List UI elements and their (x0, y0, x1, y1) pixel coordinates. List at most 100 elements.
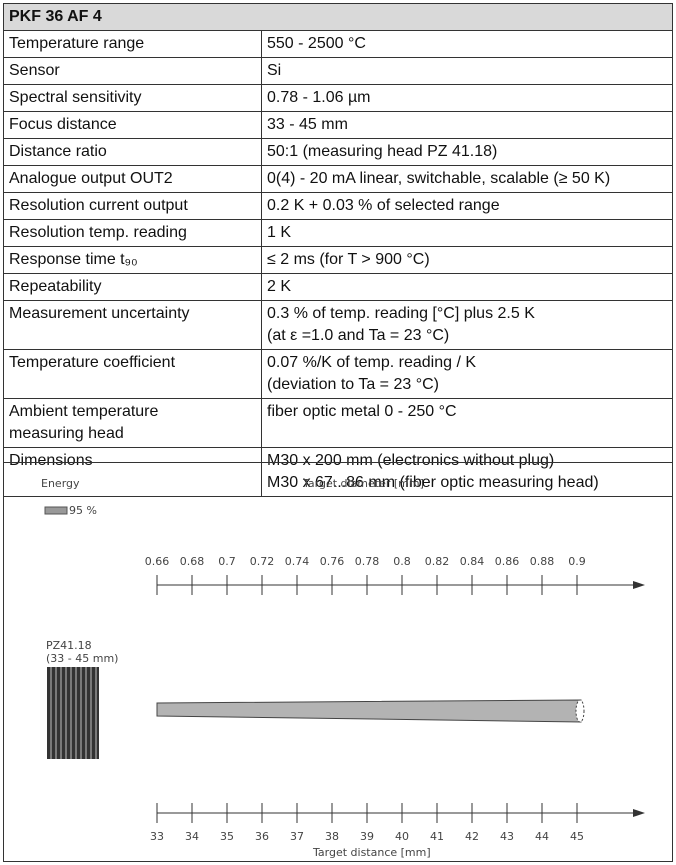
tick-label: 45 (570, 830, 584, 843)
tick-label: 0.9 (568, 555, 586, 568)
tick-label: 35 (220, 830, 234, 843)
spec-label: Distance ratio (3, 138, 262, 166)
head-name: PZ41.18 (46, 639, 92, 652)
spec-label: Sensor (3, 57, 262, 85)
tick-label: 0.8 (393, 555, 411, 568)
beam-diagram: Energy Target diameter [mm] 95 % PZ41.18… (3, 462, 673, 862)
spec-row: Distance ratio 50:1 (measuring head PZ 41… (3, 138, 673, 166)
cell-line: Repeatability (9, 278, 102, 295)
spec-row: Sensor Si (3, 57, 673, 85)
spec-row: Dimensions M30 x 200 mm (electronics with… (3, 447, 673, 497)
spec-row: Analogue output OUT2 0(4) - 20 mA linear,… (3, 165, 673, 193)
head-image (47, 667, 99, 759)
spec-label: Resolution temp. reading (3, 219, 262, 247)
cell-line: 0.07 %/K of temp. reading / K (267, 354, 477, 371)
cell-line: 33 - 45 mm (267, 116, 348, 133)
energy-label: Energy (41, 477, 80, 490)
header-row: PKF 36 AF 4 (3, 3, 673, 31)
tick-label: 41 (430, 830, 444, 843)
cell-line: 2 K (267, 278, 292, 295)
cell-line: Spectral sensitivity (9, 89, 142, 106)
spec-value: 0(4) - 20 mA linear, switchable, scalabl… (261, 165, 673, 193)
cell-line: M30 x 67...86 mm (fiber optic measuring … (267, 474, 599, 491)
spec-label: Dimensions (3, 447, 262, 497)
cell-line: 0.2 K + 0.03 % of selected range (267, 197, 500, 214)
spec-label: Response time t₉₀ (3, 246, 262, 274)
spec-row: Focus distance 33 - 45 mm (3, 111, 673, 139)
tick-label: 0.82 (425, 555, 450, 568)
spec-row: Temperature coefficient 0.07 %/K of temp.… (3, 349, 673, 399)
beam-end (575, 699, 585, 723)
table-title: PKF 36 AF 4 (3, 3, 673, 31)
tick-label: 33 (150, 830, 164, 843)
cell-line: 0.3 % of temp. reading [°C] plus 2.5 K (267, 305, 535, 322)
spec-row: Response time t₉₀ ≤ 2 ms (for T > 900 °C) (3, 246, 673, 274)
tick-label: 0.72 (250, 555, 275, 568)
cell-line: Si (267, 62, 282, 79)
spec-value: 0.2 K + 0.03 % of selected range (261, 192, 673, 220)
cell-line: Distance ratio (9, 143, 107, 160)
cell-line: Temperature coefficient (9, 354, 176, 371)
spec-row: Resolution current output 0.2 K + 0.03 % … (3, 192, 673, 220)
beam (156, 699, 582, 723)
tick-label: 40 (395, 830, 409, 843)
distance-axis-title: Target distance [mm] (312, 846, 431, 859)
cell-line: Dimensions (9, 452, 93, 469)
spec-row: Ambient temperature measuring head fiber o… (3, 398, 673, 448)
spec-value: 33 - 45 mm (261, 111, 673, 139)
tick-label: 0.84 (460, 555, 485, 568)
cell-line: measuring head (9, 425, 124, 442)
spec-row: Resolution temp. reading 1 K (3, 219, 673, 247)
spec-value: 50:1 (measuring head PZ 41.18) (261, 138, 673, 166)
cell-line: Measurement uncertainty (9, 305, 190, 322)
tick-label: 0.78 (355, 555, 380, 568)
cell-line: Response time t₉₀ (9, 251, 138, 268)
spec-row: Measurement uncertainty 0.3 % of temp. re… (3, 300, 673, 350)
cell-line: Resolution current output (9, 197, 188, 214)
spec-label: Resolution current output (3, 192, 262, 220)
cell-line: Resolution temp. reading (9, 224, 187, 241)
cell-line: fiber optic metal 0 - 250 °C (267, 403, 457, 420)
tick-label: 42 (465, 830, 479, 843)
tick-label: 44 (535, 830, 549, 843)
cell-line: 1 K (267, 224, 292, 241)
cell-line: 0(4) - 20 mA linear, switchable, scalabl… (267, 170, 611, 187)
spec-row: Temperature range 550 - 2500 °C (3, 30, 673, 58)
spec-value: 2 K (261, 273, 673, 301)
tick-label: 0.74 (285, 555, 310, 568)
arrow (633, 809, 645, 817)
tick-label: 0.7 (218, 555, 236, 568)
spec-label: Analogue output OUT2 (3, 165, 262, 193)
diameter-axis-title: Target diameter [mm] (302, 477, 424, 490)
tick-label: 0.86 (495, 555, 520, 568)
spec-value: 1 K (261, 219, 673, 247)
cell-line: Sensor (9, 62, 60, 79)
cell-line: 550 - 2500 °C (267, 35, 366, 52)
spec-value: ≤ 2 ms (for T > 900 °C) (261, 246, 673, 274)
tick-label: 36 (255, 830, 269, 843)
spec-label: Temperature range (3, 30, 262, 58)
spec-value: Si (261, 57, 673, 85)
spec-label: Focus distance (3, 111, 262, 139)
spec-label: Ambient temperature measuring head (3, 398, 262, 448)
cell-line: 0.78 - 1.06 µm (267, 89, 371, 106)
spec-value: 0.78 - 1.06 µm (261, 84, 673, 112)
tick-label: 0.68 (180, 555, 205, 568)
spec-value: fiber optic metal 0 - 250 °C (261, 398, 673, 448)
head-range: (33 - 45 mm) (46, 652, 118, 665)
spec-value: 0.3 % of temp. reading [°C] plus 2.5 K (a… (261, 300, 673, 350)
spec-label: Repeatability (3, 273, 262, 301)
tick-label: 0.88 (530, 555, 555, 568)
tick-label: 34 (185, 830, 199, 843)
cell-line: (at ε =1.0 and Ta = 23 °C) (267, 327, 450, 344)
cell-line: Temperature range (9, 35, 145, 52)
spec-label: Measurement uncertainty (3, 300, 262, 350)
cell-line: M30 x 200 mm (electronics without plug) (267, 452, 555, 469)
tick-label: 39 (360, 830, 374, 843)
spec-row: Spectral sensitivity 0.78 - 1.06 µm (3, 84, 673, 112)
tick-label: 38 (325, 830, 339, 843)
tick-label: 43 (500, 830, 514, 843)
spec-value: 550 - 2500 °C (261, 30, 673, 58)
spec-value: M30 x 200 mm (electronics without plug) M… (261, 447, 673, 497)
energy-swatch (44, 506, 68, 515)
